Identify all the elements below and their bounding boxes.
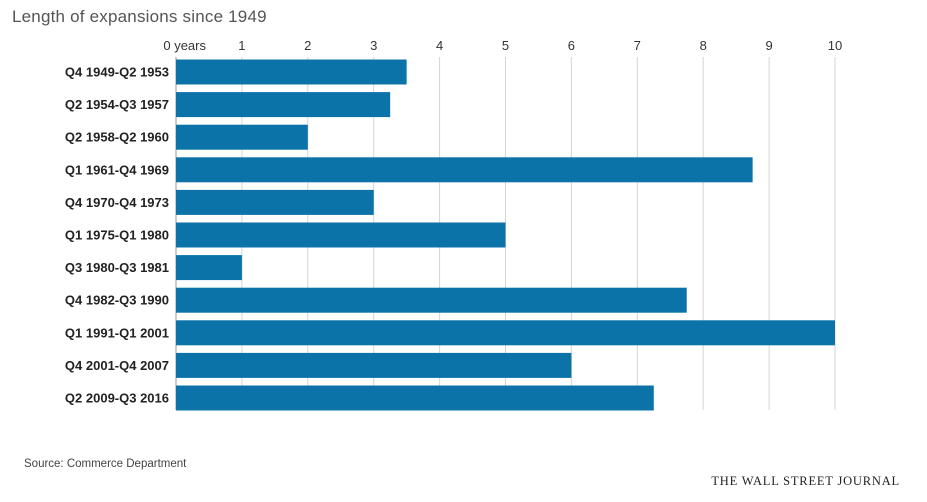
category-label: Q2 1954-Q3 1957 — [65, 97, 169, 112]
bar-chart: 0 years 1 2 3 4 5 6 7 8 9 10 Q4 1949-Q2 1953 Q2 195… — [65, 38, 842, 411]
x-tick-label: 1 — [238, 38, 245, 53]
x-tick-label: 4 — [436, 38, 443, 53]
bar — [176, 189, 374, 215]
bar — [176, 222, 506, 248]
source-note: Source: Commerce Department — [24, 458, 187, 470]
bar — [176, 255, 242, 281]
chart-title: Length of expansions since 1949 — [12, 7, 267, 26]
x-tick-label: 8 — [700, 38, 707, 53]
x-tick-label: 7 — [634, 38, 641, 53]
category-label: Q4 1949-Q2 1953 — [65, 65, 169, 80]
bar — [176, 59, 407, 85]
x-tick-label: 2 — [304, 38, 311, 53]
category-labels: Q4 1949-Q2 1953 Q2 1954-Q3 1957 Q2 1958-Q2… — [65, 65, 169, 406]
publisher-brand: THE WALL STREET JOURNAL — [711, 474, 900, 488]
category-label: Q2 2009-Q3 2016 — [65, 391, 169, 406]
bar — [176, 385, 654, 411]
category-label: Q4 1982-Q3 1990 — [65, 293, 169, 308]
bar — [176, 124, 308, 150]
x-tick-label: 5 — [502, 38, 509, 53]
category-label: Q1 1975-Q1 1980 — [65, 228, 169, 243]
category-label: Q1 1991-Q1 2001 — [65, 325, 169, 340]
x-tick-label: 10 — [828, 38, 842, 53]
category-label: Q4 1970-Q4 1973 — [65, 195, 169, 210]
bar — [176, 320, 835, 346]
bars — [176, 59, 835, 411]
x-tick-label: 6 — [568, 38, 575, 53]
x-tick-label: 0 years — [163, 38, 206, 53]
x-tick-label: 3 — [370, 38, 377, 53]
category-label: Q1 1961-Q4 1969 — [65, 162, 169, 177]
category-label: Q3 1980-Q3 1981 — [65, 260, 169, 275]
bar — [176, 92, 391, 118]
x-tick-label: 9 — [765, 38, 772, 53]
category-label: Q2 1958-Q2 1960 — [65, 130, 169, 145]
bar — [176, 157, 753, 183]
bar — [176, 352, 572, 378]
x-tick-labels: 0 years 1 2 3 4 5 6 7 8 9 10 — [163, 38, 842, 53]
bar — [176, 287, 687, 313]
category-label: Q4 2001-Q4 2007 — [65, 358, 169, 373]
